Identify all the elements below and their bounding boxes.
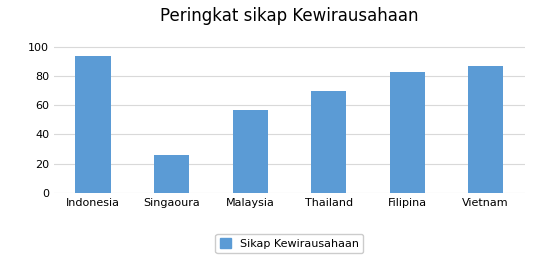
Legend: Sikap Kewirausahaan: Sikap Kewirausahaan — [215, 234, 364, 253]
Bar — [233, 110, 268, 193]
Bar — [390, 72, 425, 193]
Bar — [311, 91, 346, 193]
Title: Peringkat sikap Kewirausahaan: Peringkat sikap Kewirausahaan — [160, 7, 419, 25]
Bar — [154, 155, 189, 193]
Bar — [76, 55, 111, 193]
Bar — [468, 66, 503, 193]
